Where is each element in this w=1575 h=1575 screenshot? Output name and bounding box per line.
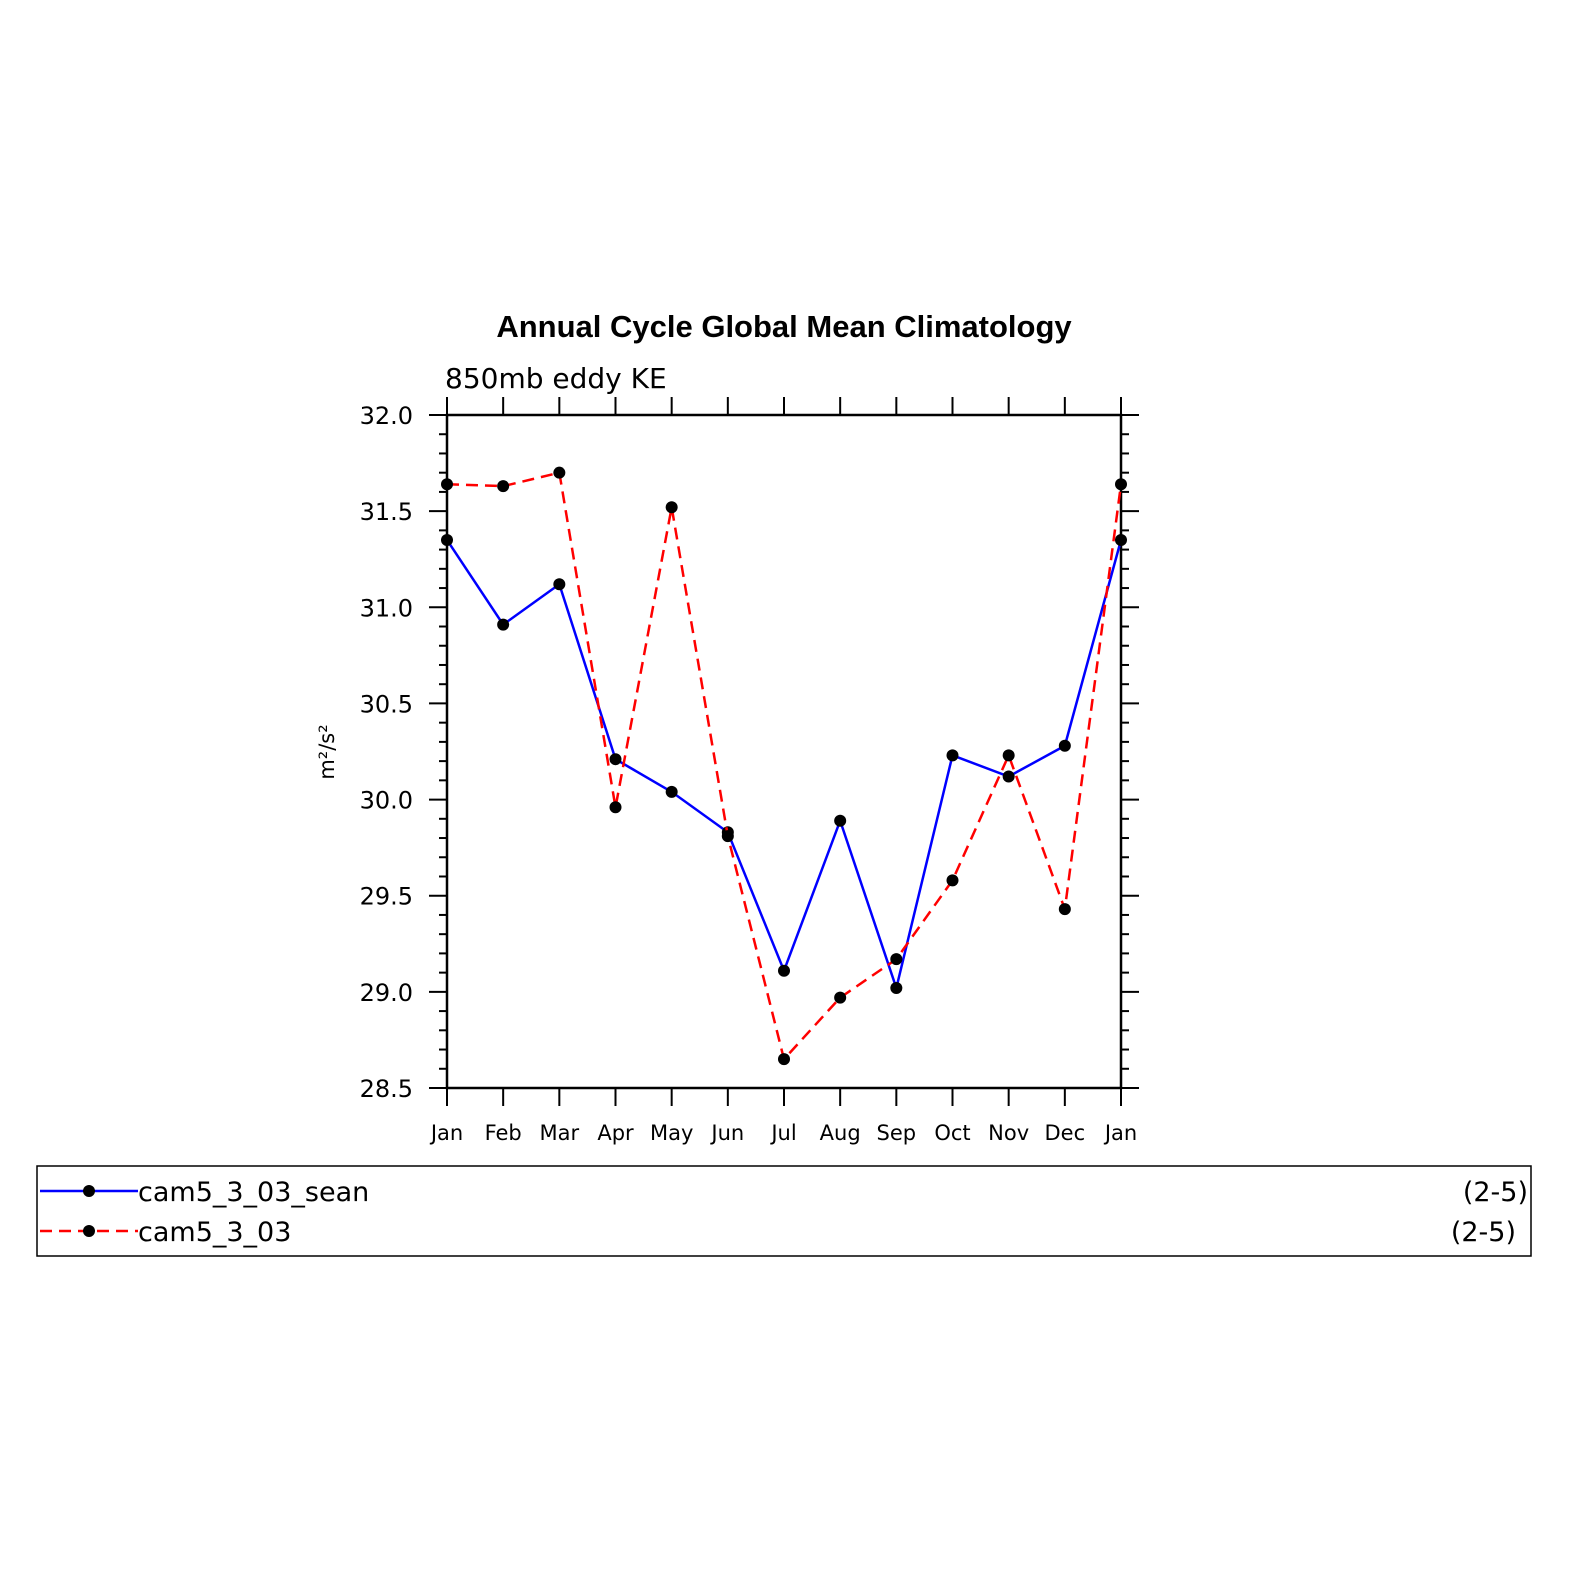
y-tick-label: 31.0 <box>360 594 413 622</box>
legend-suffix: (2-5) <box>1463 1177 1528 1208</box>
y-tick-label: 30.0 <box>360 787 413 815</box>
legend-box <box>36 1165 1532 1257</box>
data-point <box>946 749 959 762</box>
data-point <box>1058 739 1071 752</box>
legend-marker <box>83 1185 95 1197</box>
x-tick-label: Sep <box>877 1121 917 1145</box>
legend-marker <box>83 1225 95 1237</box>
data-point <box>553 466 566 479</box>
data-point <box>1058 903 1071 916</box>
data-point <box>497 480 510 493</box>
y-tick-label: 28.5 <box>360 1075 413 1103</box>
data-point <box>665 501 678 514</box>
data-point <box>609 753 622 766</box>
data-point <box>441 478 453 491</box>
series-line-cam5_3_03_sean <box>445 539 1123 993</box>
data-point <box>890 982 903 995</box>
data-point <box>946 874 959 887</box>
data-point <box>721 830 734 843</box>
x-tick-label: Aug <box>820 1121 861 1145</box>
x-tick-label: Feb <box>485 1121 522 1145</box>
data-point <box>834 991 847 1004</box>
chart-title: Annual Cycle Global Mean Climatology <box>496 309 1072 344</box>
legend-label: cam5_3_03 <box>138 1217 291 1248</box>
x-tick-label: Jan <box>1103 1121 1137 1145</box>
x-tick-label: Dec <box>1045 1121 1086 1145</box>
data-point <box>778 964 790 977</box>
legend: cam5_3_03_sean (2-5) cam5_3_03 (2-5) <box>36 1165 1532 1257</box>
data-point <box>834 814 847 827</box>
data-point <box>1002 749 1015 762</box>
x-tick-label: Jan <box>429 1121 463 1145</box>
data-point <box>1115 478 1127 491</box>
legend-suffix: (2-5) <box>1451 1217 1516 1248</box>
x-tick-label: Mar <box>540 1121 580 1145</box>
y-axis-label: m²/s² <box>315 724 339 779</box>
data-point <box>778 1053 790 1066</box>
data-point <box>441 533 453 546</box>
data-point <box>1002 770 1015 783</box>
data-point <box>1115 533 1127 546</box>
data-point <box>497 618 510 631</box>
data-point <box>890 953 903 966</box>
plot-frame <box>445 413 1123 1090</box>
legend-label: cam5_3_03_sean <box>138 1177 369 1208</box>
y-tick-label: 32.0 <box>360 402 413 430</box>
x-tick-label: Jul <box>769 1121 796 1145</box>
x-tick-label: Oct <box>934 1121 970 1145</box>
x-tick-label: Apr <box>597 1121 634 1145</box>
data-point <box>609 801 622 814</box>
y-tick-label: 31.5 <box>360 498 413 526</box>
y-tick-label: 29.5 <box>360 883 413 911</box>
chart-subtitle: 850mb eddy KE <box>445 362 667 395</box>
x-tick-label: May <box>650 1121 693 1145</box>
data-point <box>665 785 678 798</box>
data-point <box>553 578 566 591</box>
y-tick-label: 30.5 <box>360 690 413 718</box>
y-tick-label: 29.0 <box>360 979 413 1007</box>
x-tick-label: Jun <box>709 1121 744 1145</box>
x-tick-label: Nov <box>988 1121 1029 1145</box>
